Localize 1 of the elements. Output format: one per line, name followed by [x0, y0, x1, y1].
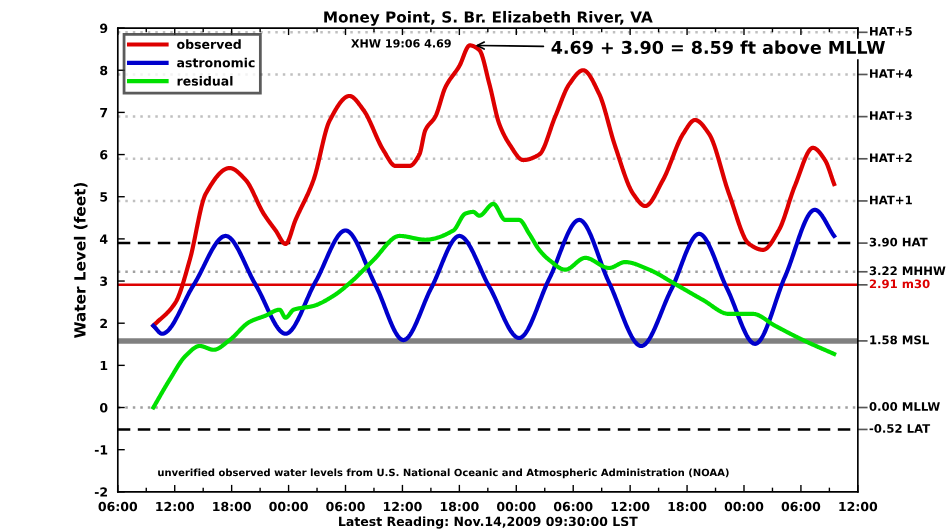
- annotation: 4.69 + 3.90 = 8.59 ft above MLLW: [551, 40, 885, 55]
